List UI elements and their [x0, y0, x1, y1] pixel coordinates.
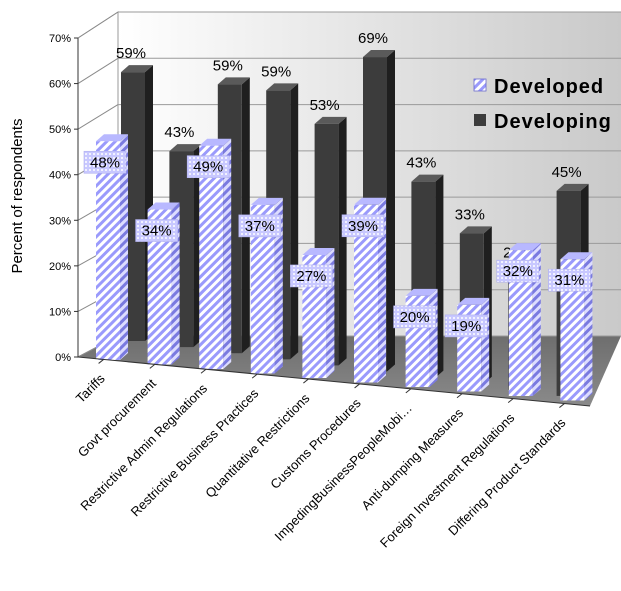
bar-developed-side: [378, 197, 386, 383]
y-tick-label: 10%: [49, 306, 71, 318]
gridline-side: [77, 11, 119, 39]
bar-developing-top: [217, 77, 250, 85]
data-label-developing: 69%: [358, 30, 388, 47]
data-label-developed: 37%: [245, 218, 275, 235]
data-label-box-developed: [548, 268, 591, 292]
bar-developing-top: [169, 144, 202, 152]
gridline-side: [77, 57, 119, 84]
data-label-box-developed: [238, 214, 282, 238]
bar-developed-top: [199, 138, 232, 146]
bar-developing-top: [314, 116, 347, 124]
x-tick-label: Quantitative Restrictions: [202, 390, 313, 501]
data-label-developed: 32%: [503, 263, 533, 280]
x-tick-label: Tariffs: [73, 371, 108, 406]
x-tick: [251, 373, 258, 379]
bar-developing-side: [290, 83, 299, 360]
x-tick-label: Anti-dumping Measures: [358, 405, 466, 513]
bar-developed-top: [96, 134, 128, 142]
y-tick-label: 40%: [49, 170, 71, 182]
y-tick-label: 50%: [49, 124, 71, 136]
data-label-developing: 43%: [164, 124, 194, 141]
legend-label-developing: Developing: [494, 111, 612, 133]
x-tick: [149, 363, 156, 369]
bar-developed-top: [147, 202, 180, 210]
data-label-box-developed: [135, 219, 178, 242]
bar-developing-side: [387, 50, 395, 372]
bar-developed-side: [481, 297, 490, 392]
bar-developed-side: [223, 138, 232, 369]
x-tick: [456, 393, 463, 399]
data-label-box-developed: [444, 314, 488, 338]
data-label-developing: 59%: [116, 45, 146, 62]
bar-developed-side: [274, 197, 283, 374]
data-label-box-developed: [83, 150, 127, 174]
data-label-developed: 27%: [296, 268, 326, 285]
data-label-developed: 48%: [90, 154, 120, 171]
bar-developing-top: [121, 65, 153, 73]
bar-developed-top: [457, 297, 490, 305]
bar-developing-top: [411, 174, 444, 182]
bar-developed-top: [250, 197, 283, 205]
x-tick: [200, 368, 207, 374]
data-label-developing: 45%: [552, 164, 582, 181]
bar-developed-top: [302, 247, 335, 255]
bar-developing-top: [266, 83, 299, 91]
legend: Developed Developing: [473, 76, 612, 133]
bar-developed: [250, 204, 275, 374]
data-label-developing: 59%: [261, 63, 291, 80]
bar-developing-top: [363, 50, 395, 58]
data-label-developing: 33%: [455, 206, 485, 223]
data-label-developing: 59%: [213, 57, 243, 74]
y-tick-label: 70%: [49, 33, 71, 45]
bar-developed-top: [405, 288, 438, 296]
bar-developed-top: [560, 252, 593, 260]
bar-developed: [199, 145, 224, 369]
data-label-developed: 31%: [554, 272, 584, 289]
bars: 59%43%59%59%53%69%43%33%26%45%48%34%49%3…: [83, 30, 593, 401]
bar-developed-side: [171, 202, 180, 365]
data-label-developed: 19%: [451, 318, 481, 335]
x-axis-line: [77, 356, 591, 407]
bar-developed-top: [354, 197, 386, 205]
data-label-developed: 20%: [400, 309, 430, 326]
y-axis-title: Percent of respondents: [9, 118, 26, 273]
y-tick-label: 20%: [49, 261, 71, 273]
x-tick-label: Differing Product Standards: [445, 415, 569, 539]
x-tick: [303, 378, 309, 384]
y-tick-label: 30%: [49, 215, 71, 227]
x-tick: [98, 359, 104, 364]
bar-developed-top: [508, 243, 541, 251]
data-label-developed: 34%: [142, 223, 172, 240]
data-label-developed: 39%: [348, 218, 378, 235]
legend-swatch-developed: [473, 78, 487, 92]
x-tick: [405, 388, 412, 394]
bar-developing-side: [338, 116, 347, 366]
x-tick: [354, 383, 360, 389]
legend-label-developed: Developed: [494, 76, 604, 98]
data-label-box-developed: [341, 214, 385, 238]
data-label-box-developed: [496, 259, 540, 283]
data-label-developing: 43%: [406, 155, 436, 172]
bar-developing-top: [459, 226, 492, 234]
data-label-box-developed: [186, 155, 230, 178]
data-label-developing: 53%: [310, 97, 340, 114]
legend-swatch-developing: [474, 114, 486, 126]
bar-developed: [96, 141, 120, 360]
y-axis: 0% 10% 20% 30% 40% 50% 60% 70%: [49, 33, 79, 364]
x-tick: [507, 398, 514, 404]
data-label-box-developed: [393, 305, 436, 329]
x-tick: [559, 403, 565, 408]
bar-developed-side: [120, 134, 128, 360]
y-tick-label: 60%: [49, 79, 71, 91]
bar-developed-side: [429, 288, 438, 387]
data-label-box-developed: [290, 264, 333, 288]
y-tick-label: 0%: [55, 352, 71, 364]
data-label-developed: 49%: [193, 159, 223, 176]
gridline-side: [77, 104, 119, 130]
bar-developing-top: [556, 183, 589, 191]
